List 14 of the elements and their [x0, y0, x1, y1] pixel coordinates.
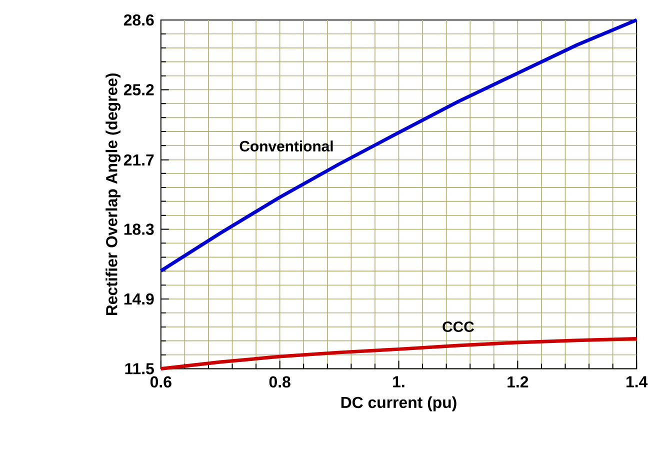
x-tick-label: 0.6 [150, 376, 172, 388]
x-tick-label: 1.4 [626, 376, 648, 388]
line-series [159, 18, 638, 273]
x-tick-label: 0.8 [269, 376, 290, 388]
x-tick-label: 1. [393, 376, 404, 388]
y-axis-title: Rectifier Overlap Angle (degree) [106, 74, 121, 316]
y-tick-label: 21.7 [124, 154, 154, 166]
x-axis-title: DC current (pu) [341, 396, 456, 412]
y-tick-label: 11.5 [125, 363, 154, 374]
y-tick-label: 28.6 [124, 14, 154, 26]
y-tick-label: 25.2 [124, 84, 154, 96]
x-tick-label: 1.2 [508, 376, 528, 388]
y-tick-label: 14.9 [124, 294, 154, 305]
y-tick-label: 18.3 [124, 224, 154, 236]
